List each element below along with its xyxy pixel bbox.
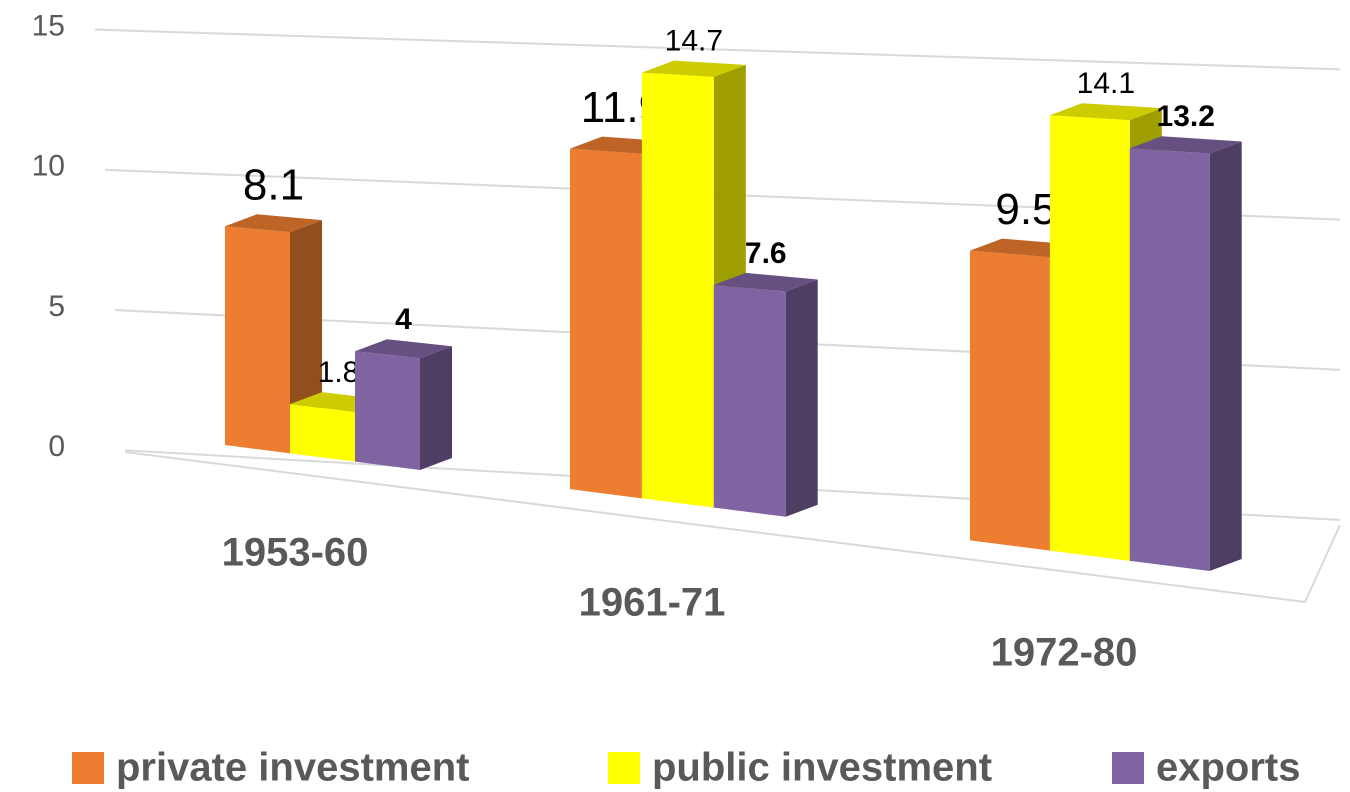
- value-label: 8.1: [243, 161, 304, 210]
- bar: [1049, 115, 1130, 561]
- bar-top: [713, 272, 818, 292]
- y-tick-label: 0: [48, 430, 65, 463]
- bar: [355, 351, 420, 470]
- bar: [970, 250, 1050, 551]
- bar: [225, 226, 290, 454]
- x-tick-label: 1961-71: [579, 581, 726, 625]
- x-tick-label: 1953-60: [222, 531, 369, 575]
- legend-label: exports: [1156, 746, 1301, 790]
- bar-side: [420, 346, 452, 470]
- legend-swatch: [608, 752, 640, 784]
- bar-side: [785, 279, 818, 517]
- grid-line: [94, 28, 1341, 71]
- bar: [713, 284, 786, 517]
- y-tick-label: 10: [32, 150, 65, 183]
- bar-side: [1209, 141, 1242, 572]
- bar-top: [641, 60, 746, 77]
- legend-swatch: [72, 752, 104, 784]
- value-label: 7.6: [745, 237, 787, 270]
- bar: [641, 72, 714, 508]
- value-label: 9.5: [995, 185, 1056, 234]
- bar: [1129, 148, 1210, 572]
- bar-top: [225, 214, 322, 233]
- value-label: 13.2: [1157, 100, 1215, 133]
- bar-side: [290, 220, 322, 454]
- legend-label: private investment: [116, 746, 469, 790]
- bar: [570, 148, 642, 499]
- value-label: 1.8: [318, 356, 360, 389]
- bar-top: [1049, 103, 1162, 121]
- value-label: 14.7: [665, 25, 723, 58]
- bar: [290, 404, 355, 462]
- x-tick-label: 1972-80: [991, 631, 1138, 675]
- bar-top: [1129, 136, 1242, 154]
- bar-top: [355, 339, 452, 359]
- y-tick-label: 15: [32, 9, 65, 42]
- value-label: 14.1: [1077, 67, 1135, 100]
- value-label: 4: [395, 303, 412, 336]
- floor-edge: [124, 451, 1341, 604]
- legend-label: public investment: [652, 746, 992, 790]
- legend-swatch: [1112, 752, 1144, 784]
- y-tick-label: 5: [48, 290, 65, 323]
